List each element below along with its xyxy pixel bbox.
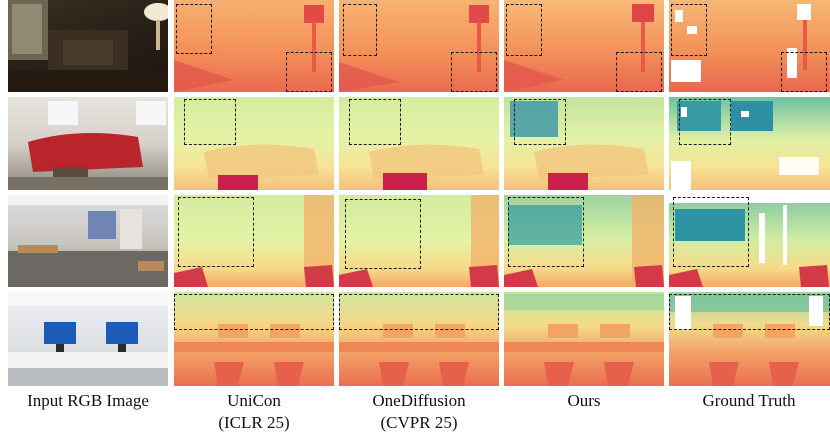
depth-onediffusion-row2	[339, 97, 499, 190]
dashed-box-unicon-row3	[178, 197, 254, 267]
dashed-box-unicon-row1-b	[286, 52, 332, 92]
rgb-scene-row2	[8, 101, 168, 190]
rgb-image-row3	[8, 195, 168, 287]
depth-onediffusion-row4	[339, 292, 499, 386]
depth-shapes-gt-row2	[671, 101, 819, 190]
dashed-box-gt-row1-a	[671, 4, 707, 56]
dashed-box-ours-row1-a	[506, 4, 542, 56]
dashed-box-unicon-row4	[174, 294, 334, 330]
depth-gt-row2	[669, 97, 830, 190]
dashed-box-onediffusion-row2	[349, 99, 401, 145]
depth-shapes-unicon-row4	[174, 324, 334, 386]
dashed-box-unicon-row1-a	[176, 4, 212, 54]
dashed-box-gt-row2	[679, 99, 731, 145]
rgb-image-row2	[8, 97, 168, 190]
depth-unicon-row2	[174, 97, 334, 190]
dashed-box-gt-row3	[673, 197, 749, 267]
dashed-box-onediffusion-row3	[345, 199, 421, 269]
column-label-ours-line1: Ours	[567, 391, 601, 410]
depth-unicon-row3	[174, 195, 334, 287]
column-label-input-line1: Input RGB Image	[27, 391, 149, 410]
depth-gt-row1	[669, 0, 830, 92]
column-label-input: Input RGB Image	[5, 390, 171, 412]
column-label-gt-line1: Ground Truth	[702, 391, 796, 410]
depth-onediffusion-row3	[339, 195, 499, 287]
depth-shapes-ours-row2	[510, 101, 649, 190]
column-label-unicon: UniCon (ICLR 25)	[171, 390, 337, 434]
depth-onediffusion-row1	[339, 0, 499, 92]
depth-shapes-onediffusion-row2	[369, 144, 484, 190]
depth-ours-row4	[504, 292, 664, 386]
column-label-onediffusion-line1: OneDiffusion	[372, 391, 466, 410]
depth-shapes-gt-row4	[669, 294, 830, 386]
depth-shapes-onediffusion-row1	[339, 5, 489, 92]
rgb-scene-row1	[8, 0, 168, 92]
dashed-box-onediffusion-row1-a	[343, 4, 377, 56]
depth-shapes-ours-row4	[504, 294, 664, 386]
figure-grid	[8, 0, 830, 386]
dashed-box-onediffusion-row4	[339, 294, 499, 330]
dashed-box-gt-row1-b	[781, 52, 827, 92]
dashed-box-gt-row4	[669, 294, 830, 330]
depth-shapes-gt-row3	[669, 195, 830, 287]
depth-gt-row3	[669, 195, 830, 287]
rgb-scene-row4	[8, 292, 168, 386]
rgb-scene-row3	[8, 195, 168, 287]
depth-gt-row4	[669, 292, 830, 386]
dashed-box-onediffusion-row1-b	[451, 52, 497, 92]
depth-shapes-onediffusion-row3	[339, 195, 499, 287]
column-label-ours: Ours	[501, 390, 667, 412]
column-label-gt: Ground Truth	[666, 390, 830, 412]
dashed-box-ours-row1-b	[616, 52, 662, 92]
dashed-box-ours-row3	[508, 197, 584, 267]
dashed-box-unicon-row2	[184, 99, 236, 145]
depth-shapes-unicon-row2	[204, 144, 319, 190]
depth-shapes-ours-row1	[504, 4, 654, 92]
rgb-image-row4	[8, 292, 168, 386]
column-label-onediffusion: OneDiffusion (CVPR 25)	[336, 390, 502, 434]
depth-shapes-ours-row3	[504, 195, 664, 287]
column-label-unicon-line2: (ICLR 25)	[218, 413, 290, 432]
depth-shapes-onediffusion-row4	[339, 324, 499, 386]
depth-ours-row1	[504, 0, 664, 92]
dashed-box-ours-row2	[514, 99, 566, 145]
depth-unicon-row1	[174, 0, 334, 92]
column-label-unicon-line1: UniCon	[227, 391, 281, 410]
depth-shapes-unicon-row3	[174, 195, 334, 287]
depth-shapes-unicon-row1	[174, 5, 324, 92]
depth-ours-row3	[504, 195, 664, 287]
depth-shapes-gt-row1	[671, 4, 811, 82]
rgb-image-row1	[8, 0, 168, 92]
depth-ours-row2	[504, 97, 664, 190]
column-label-onediffusion-line2: (CVPR 25)	[380, 413, 458, 432]
depth-unicon-row4	[174, 292, 334, 386]
